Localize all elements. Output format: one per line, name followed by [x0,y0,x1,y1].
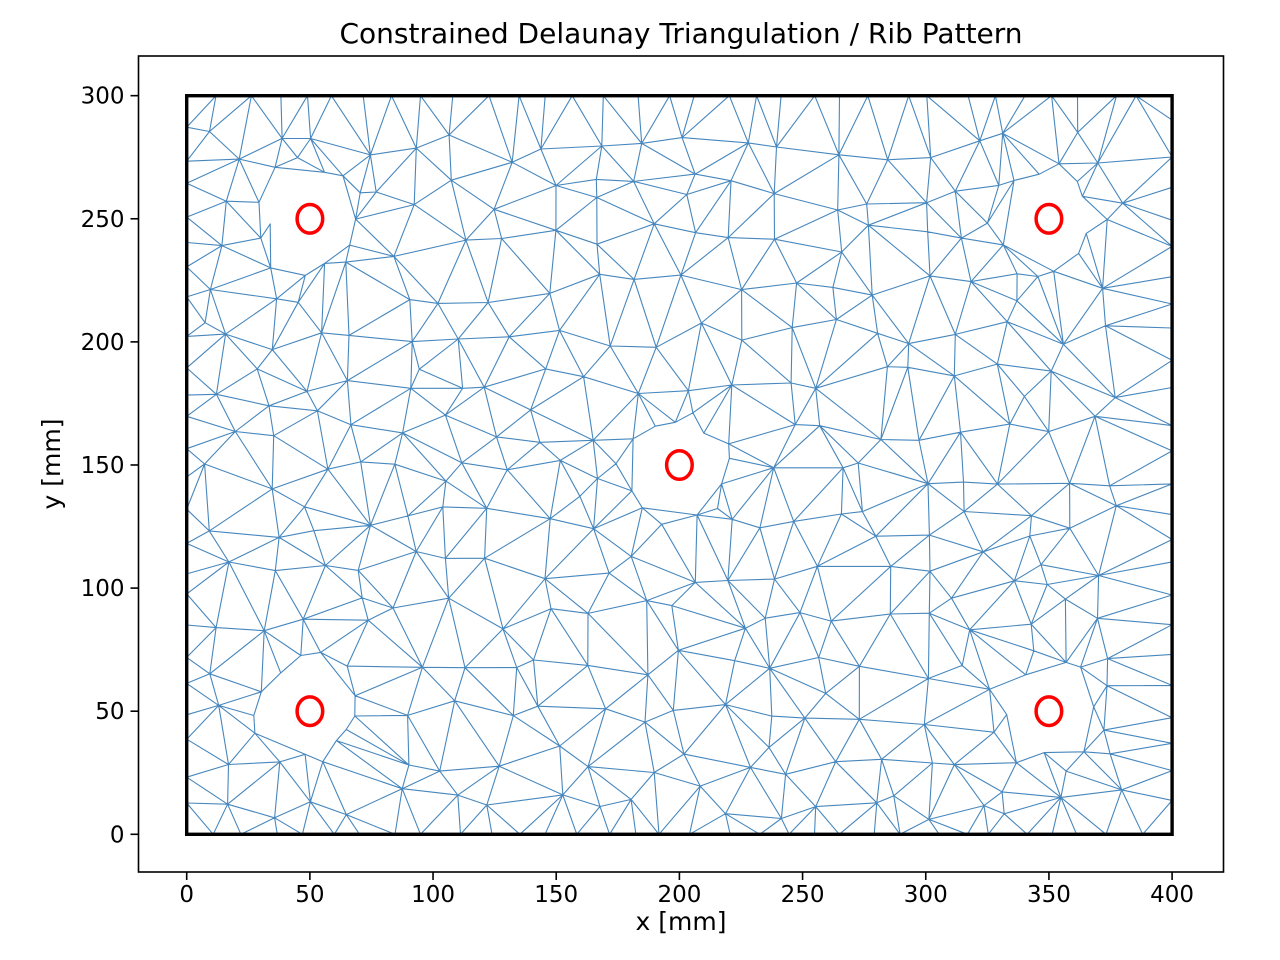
x-tick-label: 350 [1027,882,1071,908]
y-tick-label: 100 [81,576,125,602]
y-tick-label: 0 [110,822,125,848]
plate-outline [184,93,1174,836]
y-tick-label: 300 [81,84,125,110]
hole-circle-marker [664,448,694,482]
y-tick-label: 50 [95,699,124,725]
hole-circle-marker [295,695,325,728]
hole-circle-marker [1034,695,1064,728]
y-axis-ticks: 0 50 100 150 200 250 300 [81,84,139,848]
x-tick-label: 0 [179,882,194,908]
plot-title: Constrained Delaunay Triangulation / Rib… [339,17,1022,50]
mesh-layer [186,95,1173,835]
hole-circle-marker [1034,202,1064,235]
x-axis-label: x [mm] [636,907,727,936]
y-tick-label: 200 [81,330,125,356]
hole-markers [295,202,1064,728]
x-tick-label: 250 [781,882,825,908]
x-tick-label: 400 [1150,882,1194,908]
x-tick-label: 50 [295,882,324,908]
x-axis-ticks: 0 50 100 150 200 250 300 350 400 [179,872,1194,908]
hole-circle-marker [295,202,325,235]
x-tick-label: 200 [657,882,701,908]
mesh-edges [186,95,1173,835]
x-tick-label: 300 [904,882,948,908]
y-tick-label: 150 [81,453,125,479]
axes-spines [137,55,1225,873]
x-tick-label: 150 [534,882,578,908]
y-axis-label: y [mm] [37,419,66,510]
x-tick-label: 100 [411,882,455,908]
y-tick-label: 250 [81,207,125,233]
